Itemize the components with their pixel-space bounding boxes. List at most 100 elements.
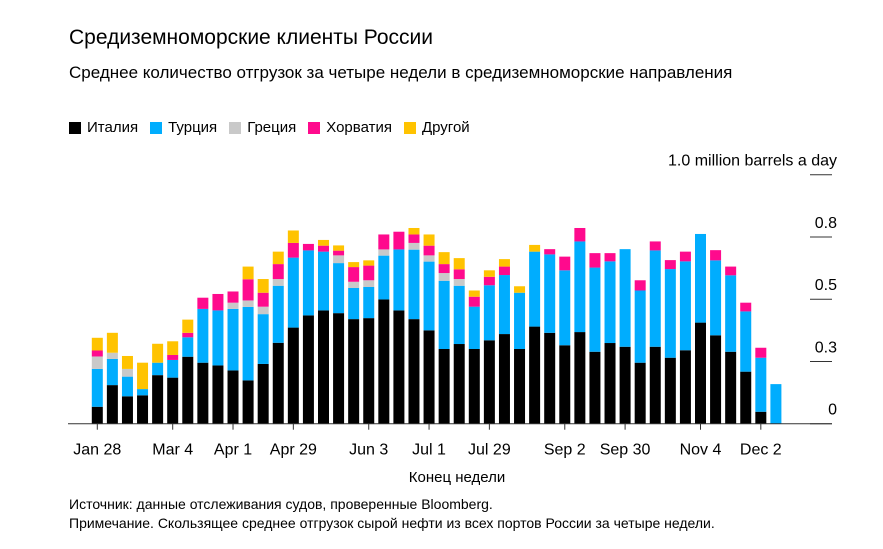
bar-segment [740, 371, 752, 424]
bar-segment [287, 242, 299, 258]
bar-segment [468, 306, 480, 349]
bar-segment [363, 265, 375, 281]
bar-segment [152, 375, 164, 424]
x-tick-label: Dec 2 [740, 442, 782, 459]
bar-segment [453, 258, 465, 270]
bar-segment [498, 275, 510, 335]
bar-segment [302, 250, 314, 316]
bar-segment [483, 276, 495, 286]
bar-segment [453, 269, 465, 280]
legend-label: Турция [168, 119, 218, 136]
legend-item: Греция [229, 119, 296, 136]
bar-segment [227, 302, 239, 309]
bar-segment [242, 380, 254, 424]
bar-segment [604, 261, 616, 344]
bar-segment [483, 285, 495, 341]
bar-segment [152, 343, 164, 363]
bar-segment [408, 242, 420, 250]
bar-segment [197, 308, 209, 363]
bar-segment [182, 356, 194, 424]
bar-segment [574, 227, 586, 242]
bar-segment [423, 234, 435, 246]
bar-segment [333, 250, 345, 256]
bar-segment [378, 234, 390, 250]
bar-segment [483, 340, 495, 424]
bar-segment [257, 279, 269, 293]
bar-segment [137, 389, 149, 396]
bar-segment [197, 297, 209, 309]
bar-segment [318, 245, 329, 252]
bar-segment [333, 255, 345, 264]
bar-segment [408, 227, 420, 235]
x-tick-label: Jul 1 [412, 442, 446, 459]
bar-segment [287, 257, 299, 328]
bar-segment [634, 290, 646, 363]
bar-segment [318, 251, 329, 311]
bar-segment [664, 260, 676, 270]
bar-segment [242, 306, 254, 381]
bar-segment [408, 249, 420, 320]
bar-segment [393, 249, 405, 311]
bar-segment [438, 264, 450, 274]
bar-segment [498, 334, 510, 424]
bar-segment [468, 349, 480, 424]
bar-segment [453, 285, 465, 345]
bar-segment [333, 263, 345, 314]
bar-segment [272, 264, 284, 280]
bar-segment [91, 368, 103, 407]
x-tick-label: Nov 4 [680, 442, 722, 459]
bar-segment [287, 230, 299, 243]
bar-segment [589, 253, 601, 268]
bar-segment [438, 280, 450, 349]
bar-segment [182, 332, 194, 338]
bar-segment [604, 343, 616, 424]
legend-label: Хорватия [326, 119, 392, 136]
bar-segment [348, 281, 360, 288]
bar-segment [287, 327, 299, 424]
bar-segment [363, 280, 375, 287]
bar-segment [272, 342, 284, 424]
bar-segment [121, 368, 133, 377]
bar-segment [121, 376, 133, 397]
bar-segment [91, 337, 103, 351]
bar-segment [242, 300, 254, 307]
bar-segment [468, 290, 480, 297]
bar-segment [679, 261, 691, 351]
bar-segment [197, 362, 209, 424]
bar-segment [725, 266, 737, 276]
legend-swatch [403, 121, 416, 134]
bar-segment [529, 326, 541, 424]
bar-segment [740, 302, 752, 312]
x-axis-label: Конец недели [409, 469, 506, 486]
bar-segment [438, 349, 450, 424]
bar-segment [664, 357, 676, 424]
bar-segment [710, 335, 722, 424]
bar-segment [423, 330, 435, 424]
bar-segment [649, 346, 661, 424]
bar-segment [227, 291, 239, 303]
legend-swatch [150, 121, 163, 134]
x-tick-label: Sep 30 [600, 442, 651, 459]
bar-segment [348, 287, 360, 320]
bar-segment [740, 311, 752, 372]
bar-segment [137, 362, 149, 390]
bar-segment [182, 319, 194, 333]
bar-segment [559, 270, 571, 346]
bar-segment [695, 233, 706, 323]
bar-segment [91, 356, 103, 369]
bar-segment [333, 245, 345, 251]
bar-segment [574, 332, 586, 424]
bar-segment [106, 332, 118, 353]
bar-segment [514, 292, 526, 349]
bar-segment [393, 231, 405, 250]
chart-subtitle: Среднее количество отгрузок за четыре не… [69, 63, 733, 82]
legend-label: Греция [247, 119, 297, 136]
bar-segment [589, 351, 601, 424]
x-tick-label: Jan 28 [73, 442, 121, 459]
bar-segment [348, 319, 360, 424]
bar-segment [725, 275, 737, 352]
bar-segment [559, 345, 571, 424]
bar-segment [106, 358, 118, 386]
bar-segment [544, 332, 556, 424]
